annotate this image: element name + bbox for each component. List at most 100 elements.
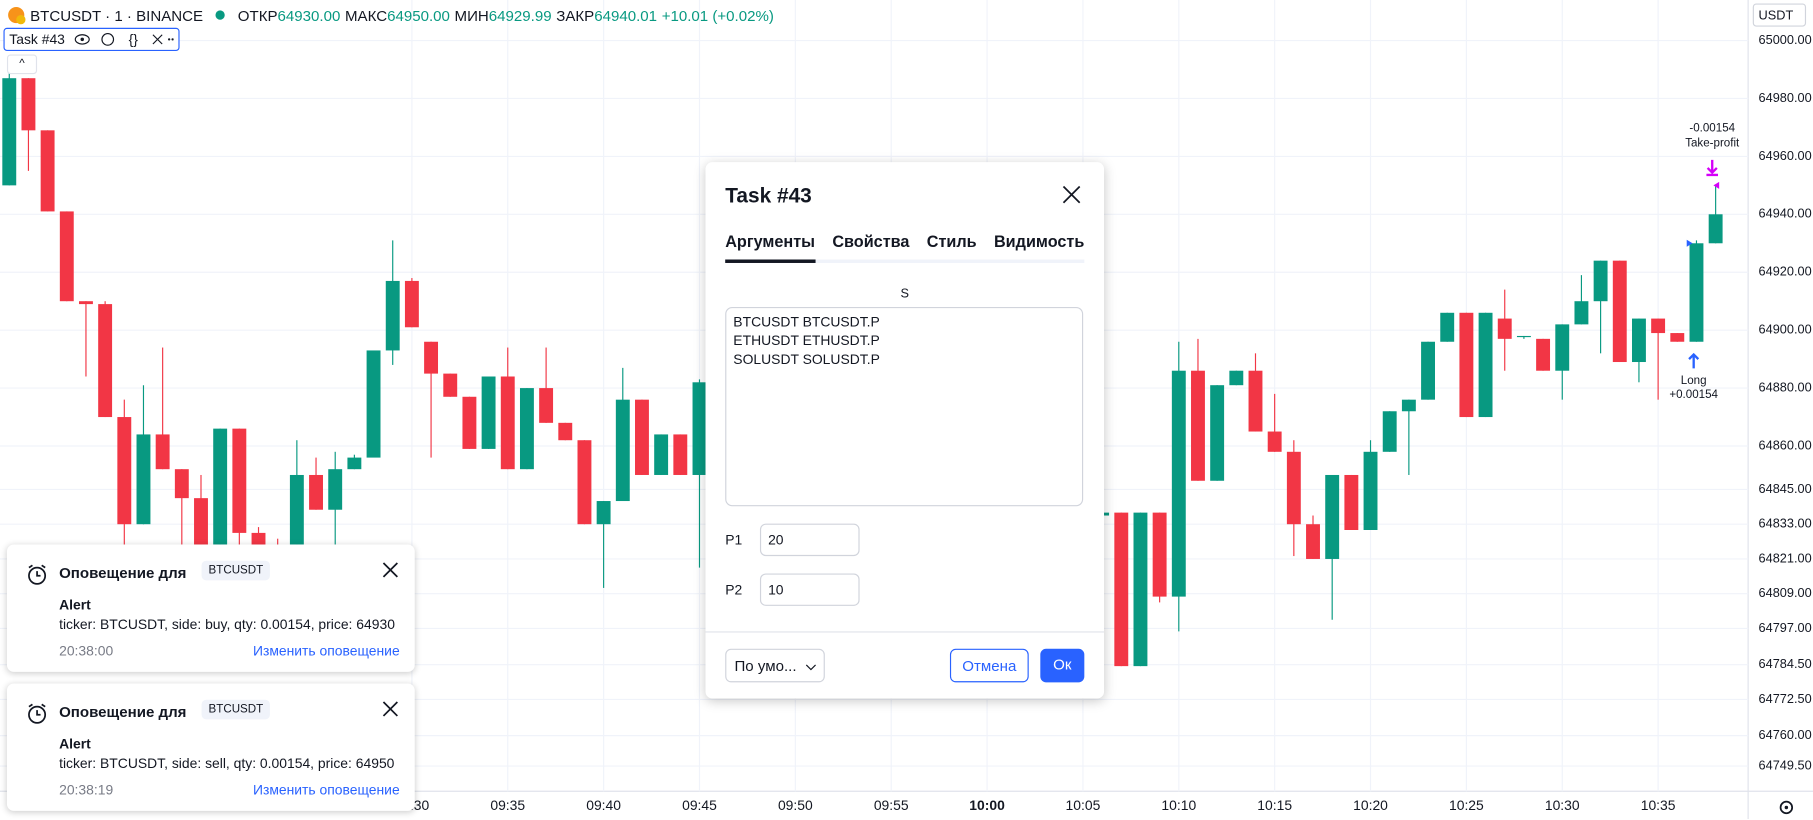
- candle-body: [309, 474, 323, 510]
- alert-link[interactable]: Изменить оповещение: [252, 642, 400, 660]
- ohlc-value: 64950.00: [387, 6, 450, 24]
- y-tick-label: 64980.00: [1759, 90, 1812, 105]
- alert-badge: BTCUSDT: [201, 699, 271, 720]
- dialog-title: Task #43: [725, 184, 812, 208]
- preset-select[interactable]: По умо...: [725, 648, 825, 683]
- param-row: P1 20: [725, 523, 860, 557]
- y-tick-label: 64880.00: [1759, 379, 1812, 394]
- entry-marker: [1686, 239, 1693, 247]
- settings-icon[interactable]: [1779, 800, 1794, 815]
- ohlc-value: 64929.99: [488, 6, 552, 24]
- candle-body: [1267, 431, 1282, 452]
- candle-body: [519, 388, 534, 470]
- candle-body: [1229, 370, 1244, 386]
- indicator-icons[interactable]: {}: [74, 31, 174, 47]
- param-input[interactable]: 20: [759, 523, 860, 557]
- y-tick-label: 64960.00: [1759, 148, 1812, 163]
- tab[interactable]: Видимость: [993, 231, 1085, 251]
- y-tick-label: 64821.00: [1759, 550, 1812, 565]
- alert-name: Alert: [59, 596, 91, 613]
- x-tick-label: 09:35: [490, 797, 525, 813]
- alert-message: ticker: BTCUSDT, side: buy, qty: 0.00154…: [59, 616, 395, 633]
- x-tick-label: 09:55: [874, 797, 909, 813]
- candle-body: [1210, 385, 1225, 481]
- alert-title: Оповещение для: [59, 564, 187, 582]
- alert-name: Alert: [59, 735, 91, 752]
- tab[interactable]: Свойства: [832, 231, 910, 251]
- symbol[interactable]: BTCUSDT · 1 · BINANCE: [30, 6, 204, 24]
- x-tick-label: 10:30: [1545, 797, 1580, 813]
- svg-text:{}: {}: [129, 31, 139, 47]
- candle-body: [1555, 324, 1570, 371]
- ohlc-value: 64940.01: [594, 6, 658, 24]
- candle-body: [1344, 474, 1359, 531]
- candle-body: [558, 422, 573, 441]
- indicator-legend[interactable]: Task #43 {}: [3, 27, 180, 51]
- symbol-header: BTCUSDT · 1 · BINANCE ОТКР 64930.00 МАКС 6…: [7, 6, 774, 25]
- candle-body: [635, 399, 649, 475]
- candle-body: [1363, 451, 1378, 531]
- tp-amount: -0.00154: [1689, 123, 1735, 135]
- candle-body: [59, 211, 74, 302]
- candle-body: [500, 376, 515, 470]
- x-tick-label: 09:45: [682, 797, 717, 813]
- preset-text: По умо...: [734, 656, 797, 675]
- close-button[interactable]: [1062, 185, 1081, 204]
- candle-body: [673, 434, 688, 475]
- x-tick-label: 10:15: [1257, 797, 1292, 813]
- x-tick-label: 10:05: [1066, 797, 1101, 813]
- alert-close[interactable]: [382, 701, 398, 717]
- candle-body: [692, 382, 707, 475]
- ok-button[interactable]: Ок: [1040, 648, 1085, 683]
- long-amount: +0.00154: [1669, 389, 1718, 401]
- param-label: P1: [725, 531, 743, 548]
- candle-body: [136, 434, 151, 525]
- ohlc-label: ЗАКР: [556, 6, 595, 24]
- ohlc-value: 64930.00: [277, 6, 341, 24]
- candle-body: [174, 469, 189, 499]
- tabs: Аргументы Свойства Стиль Видимость: [725, 231, 1085, 263]
- candle-body: [462, 396, 477, 449]
- ohlc-label: ОТКР: [237, 6, 278, 24]
- candle-body: [40, 130, 55, 212]
- candle-body: [1689, 243, 1704, 342]
- candle-body: [1401, 399, 1416, 412]
- candle-body: [1612, 260, 1627, 363]
- dialog-footer: [705, 631, 1105, 633]
- alert-link[interactable]: Изменить оповещение: [252, 781, 400, 799]
- ohlc-label: МИН: [454, 6, 489, 24]
- candle-body: [328, 469, 343, 510]
- candle-body: [1325, 474, 1340, 559]
- candle-body: [1497, 318, 1512, 339]
- settings-dialog: Task #43 Аргументы Свойства Стиль Видимо…: [705, 162, 1105, 699]
- x-tick-label: 10:10: [1161, 797, 1196, 813]
- currency-select[interactable]: USDT: [1752, 3, 1807, 27]
- candle-body: [117, 417, 132, 525]
- candle-body: [385, 280, 400, 351]
- param-input[interactable]: 10: [759, 573, 860, 606]
- candle-body: [1191, 370, 1205, 481]
- candle-body: [1440, 312, 1455, 342]
- text-input[interactable]: BTCUSDT BTCUSDT.P ETHUSDT ETHUSDT.P SOLU…: [725, 306, 1084, 507]
- candle-body: [596, 501, 611, 525]
- chevron: [805, 664, 816, 671]
- tp-label: Take-profit: [1685, 138, 1740, 150]
- cancel-button[interactable]: Отмена: [949, 648, 1029, 683]
- text-line: BTCUSDT BTCUSDT.P: [733, 313, 880, 331]
- tab[interactable]: Аргументы: [725, 232, 816, 263]
- y-tick-label: 64784.50: [1759, 656, 1812, 671]
- candle-body: [404, 280, 419, 328]
- candle-body: [1133, 512, 1148, 667]
- candle-body: [1286, 451, 1301, 525]
- y-tick-label: 65000.00: [1759, 32, 1812, 47]
- alert-close[interactable]: [382, 562, 398, 578]
- candle-body: [539, 388, 554, 423]
- tab[interactable]: Стиль: [926, 231, 977, 251]
- y-tick-label: 64940.00: [1759, 206, 1812, 221]
- collapse-button[interactable]: ^: [6, 54, 38, 75]
- candle-body: [1593, 260, 1608, 302]
- candle-body: [1651, 318, 1666, 334]
- candle-body: [1306, 524, 1320, 559]
- field-label: S: [900, 287, 910, 302]
